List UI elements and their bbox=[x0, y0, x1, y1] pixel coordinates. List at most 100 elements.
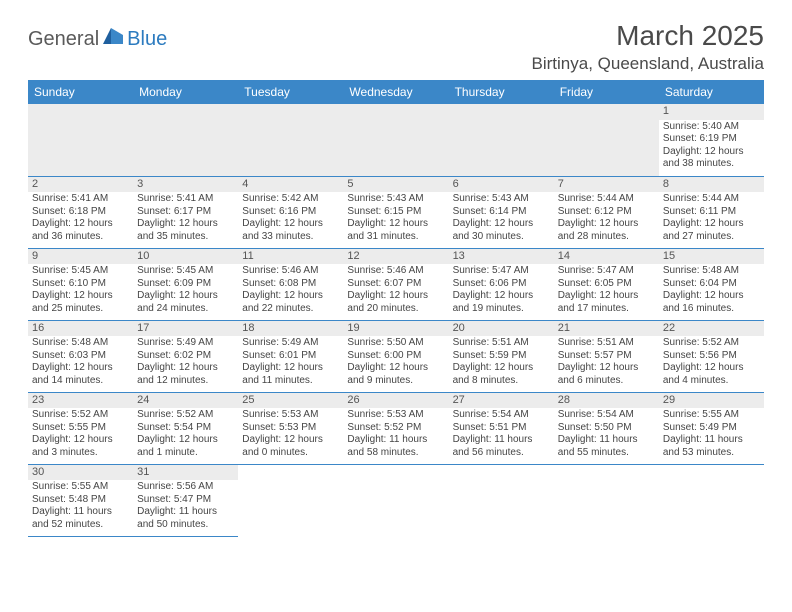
daylight-text: Daylight: 12 hours and 4 minutes. bbox=[663, 362, 760, 387]
sunrise-text: Sunrise: 5:55 AM bbox=[32, 481, 129, 494]
day-number: 19 bbox=[343, 321, 448, 337]
daylight-text: Daylight: 12 hours and 27 minutes. bbox=[663, 218, 760, 243]
sunset-text: Sunset: 5:55 PM bbox=[32, 422, 129, 435]
day-number: 14 bbox=[554, 249, 659, 265]
sunset-text: Sunset: 5:48 PM bbox=[32, 494, 129, 507]
day-number: 9 bbox=[28, 249, 133, 265]
sunrise-text: Sunrise: 5:49 AM bbox=[242, 337, 339, 350]
daylight-text: Daylight: 11 hours and 55 minutes. bbox=[558, 434, 655, 459]
day-number: 26 bbox=[343, 393, 448, 409]
calendar-week-row: 16Sunrise: 5:48 AMSunset: 6:03 PMDayligh… bbox=[28, 320, 764, 392]
day-number: 7 bbox=[554, 177, 659, 193]
daylight-text: Daylight: 11 hours and 56 minutes. bbox=[453, 434, 550, 459]
sunrise-text: Sunrise: 5:50 AM bbox=[347, 337, 444, 350]
calendar-cell: 2Sunrise: 5:41 AMSunset: 6:18 PMDaylight… bbox=[28, 176, 133, 248]
daylight-text: Daylight: 12 hours and 17 minutes. bbox=[558, 290, 655, 315]
sunset-text: Sunset: 5:59 PM bbox=[453, 350, 550, 363]
logo-text-blue: Blue bbox=[127, 28, 167, 51]
sunset-text: Sunset: 6:07 PM bbox=[347, 278, 444, 291]
sunset-text: Sunset: 6:17 PM bbox=[137, 206, 234, 219]
sunset-text: Sunset: 6:08 PM bbox=[242, 278, 339, 291]
daylight-text: Daylight: 12 hours and 16 minutes. bbox=[663, 290, 760, 315]
day-number: 6 bbox=[449, 177, 554, 193]
calendar-cell: 30Sunrise: 5:55 AMSunset: 5:48 PMDayligh… bbox=[28, 464, 133, 536]
calendar-cell: 8Sunrise: 5:44 AMSunset: 6:11 PMDaylight… bbox=[659, 176, 764, 248]
location-subtitle: Birtinya, Queensland, Australia bbox=[532, 54, 764, 74]
calendar-cell: 1Sunrise: 5:40 AMSunset: 6:19 PMDaylight… bbox=[659, 104, 764, 176]
daylight-text: Daylight: 12 hours and 20 minutes. bbox=[347, 290, 444, 315]
day-number: 25 bbox=[238, 393, 343, 409]
daylight-text: Daylight: 12 hours and 25 minutes. bbox=[32, 290, 129, 315]
calendar-cell: 22Sunrise: 5:52 AMSunset: 5:56 PMDayligh… bbox=[659, 320, 764, 392]
day-number: 28 bbox=[554, 393, 659, 409]
sunrise-text: Sunrise: 5:48 AM bbox=[663, 265, 760, 278]
daylight-text: Daylight: 12 hours and 33 minutes. bbox=[242, 218, 339, 243]
sunrise-text: Sunrise: 5:56 AM bbox=[137, 481, 234, 494]
daylight-text: Daylight: 11 hours and 52 minutes. bbox=[32, 506, 129, 531]
day-number: 10 bbox=[133, 249, 238, 265]
sunrise-text: Sunrise: 5:48 AM bbox=[32, 337, 129, 350]
sunrise-text: Sunrise: 5:52 AM bbox=[663, 337, 760, 350]
sunset-text: Sunset: 6:00 PM bbox=[347, 350, 444, 363]
sunrise-text: Sunrise: 5:53 AM bbox=[347, 409, 444, 422]
sunrise-text: Sunrise: 5:47 AM bbox=[558, 265, 655, 278]
sunset-text: Sunset: 6:19 PM bbox=[663, 133, 760, 146]
sunset-text: Sunset: 5:47 PM bbox=[137, 494, 234, 507]
daylight-text: Daylight: 12 hours and 0 minutes. bbox=[242, 434, 339, 459]
sunrise-text: Sunrise: 5:47 AM bbox=[453, 265, 550, 278]
sunset-text: Sunset: 5:53 PM bbox=[242, 422, 339, 435]
weekday-header: Thursday bbox=[449, 80, 554, 104]
daylight-text: Daylight: 12 hours and 19 minutes. bbox=[453, 290, 550, 315]
calendar-cell bbox=[343, 104, 448, 176]
sunrise-text: Sunrise: 5:46 AM bbox=[347, 265, 444, 278]
calendar-cell: 4Sunrise: 5:42 AMSunset: 6:16 PMDaylight… bbox=[238, 176, 343, 248]
weekday-header: Tuesday bbox=[238, 80, 343, 104]
title-block: March 2025 Birtinya, Queensland, Austral… bbox=[532, 20, 764, 74]
day-number: 4 bbox=[238, 177, 343, 193]
day-number: 30 bbox=[28, 465, 133, 481]
sunrise-text: Sunrise: 5:52 AM bbox=[32, 409, 129, 422]
sunset-text: Sunset: 6:02 PM bbox=[137, 350, 234, 363]
logo-text-general: General bbox=[28, 28, 99, 51]
sunrise-text: Sunrise: 5:42 AM bbox=[242, 193, 339, 206]
day-number: 29 bbox=[659, 393, 764, 409]
daylight-text: Daylight: 12 hours and 24 minutes. bbox=[137, 290, 234, 315]
day-number: 20 bbox=[449, 321, 554, 337]
calendar-cell bbox=[238, 464, 343, 536]
sunset-text: Sunset: 6:14 PM bbox=[453, 206, 550, 219]
day-number: 15 bbox=[659, 249, 764, 265]
sunrise-text: Sunrise: 5:51 AM bbox=[558, 337, 655, 350]
day-number: 12 bbox=[343, 249, 448, 265]
day-number: 5 bbox=[343, 177, 448, 193]
weekday-header: Sunday bbox=[28, 80, 133, 104]
calendar-cell bbox=[449, 464, 554, 536]
day-number: 17 bbox=[133, 321, 238, 337]
calendar-cell: 20Sunrise: 5:51 AMSunset: 5:59 PMDayligh… bbox=[449, 320, 554, 392]
calendar-cell bbox=[554, 104, 659, 176]
daylight-text: Daylight: 12 hours and 30 minutes. bbox=[453, 218, 550, 243]
daylight-text: Daylight: 12 hours and 38 minutes. bbox=[663, 146, 760, 171]
calendar-cell: 5Sunrise: 5:43 AMSunset: 6:15 PMDaylight… bbox=[343, 176, 448, 248]
sunrise-text: Sunrise: 5:41 AM bbox=[137, 193, 234, 206]
sunset-text: Sunset: 6:05 PM bbox=[558, 278, 655, 291]
calendar-week-row: 30Sunrise: 5:55 AMSunset: 5:48 PMDayligh… bbox=[28, 464, 764, 536]
header: General Blue March 2025 Birtinya, Queens… bbox=[28, 20, 764, 74]
sunset-text: Sunset: 6:18 PM bbox=[32, 206, 129, 219]
calendar-cell: 21Sunrise: 5:51 AMSunset: 5:57 PMDayligh… bbox=[554, 320, 659, 392]
calendar-cell: 14Sunrise: 5:47 AMSunset: 6:05 PMDayligh… bbox=[554, 248, 659, 320]
sunrise-text: Sunrise: 5:45 AM bbox=[137, 265, 234, 278]
calendar-cell: 13Sunrise: 5:47 AMSunset: 6:06 PMDayligh… bbox=[449, 248, 554, 320]
day-number: 3 bbox=[133, 177, 238, 193]
calendar-cell: 12Sunrise: 5:46 AMSunset: 6:07 PMDayligh… bbox=[343, 248, 448, 320]
day-number: 31 bbox=[133, 465, 238, 481]
day-number: 2 bbox=[28, 177, 133, 193]
calendar-cell: 16Sunrise: 5:48 AMSunset: 6:03 PMDayligh… bbox=[28, 320, 133, 392]
sunrise-text: Sunrise: 5:40 AM bbox=[663, 121, 760, 134]
daylight-text: Daylight: 12 hours and 11 minutes. bbox=[242, 362, 339, 387]
sunset-text: Sunset: 5:51 PM bbox=[453, 422, 550, 435]
daylight-text: Daylight: 12 hours and 14 minutes. bbox=[32, 362, 129, 387]
daylight-text: Daylight: 12 hours and 6 minutes. bbox=[558, 362, 655, 387]
sunrise-text: Sunrise: 5:54 AM bbox=[558, 409, 655, 422]
sunset-text: Sunset: 6:15 PM bbox=[347, 206, 444, 219]
daylight-text: Daylight: 11 hours and 50 minutes. bbox=[137, 506, 234, 531]
